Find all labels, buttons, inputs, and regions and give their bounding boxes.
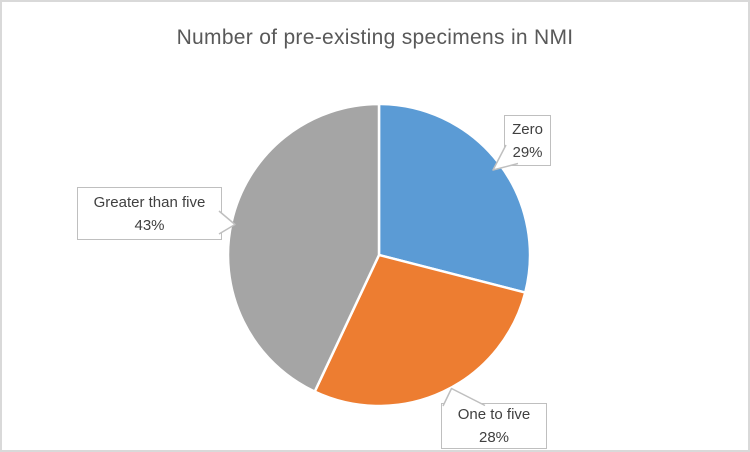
callout-percent-label: 29% (512, 143, 543, 161)
callout-category-label: Greater than five (93, 193, 206, 211)
data-callout-zero: Zero 29% (504, 115, 551, 166)
callout-percent-label: 43% (134, 216, 165, 234)
data-callout-greater-than-five: Greater than five 43% (77, 187, 222, 240)
callout-category-label: Zero (512, 120, 543, 138)
callout-percent-label: 28% (478, 429, 510, 446)
chart-title: Number of pre-existing specimens in NMI (176, 26, 574, 49)
data-callout-one-to-five: One to five 28% (441, 403, 547, 449)
callout-category-label: One to five (457, 406, 531, 423)
